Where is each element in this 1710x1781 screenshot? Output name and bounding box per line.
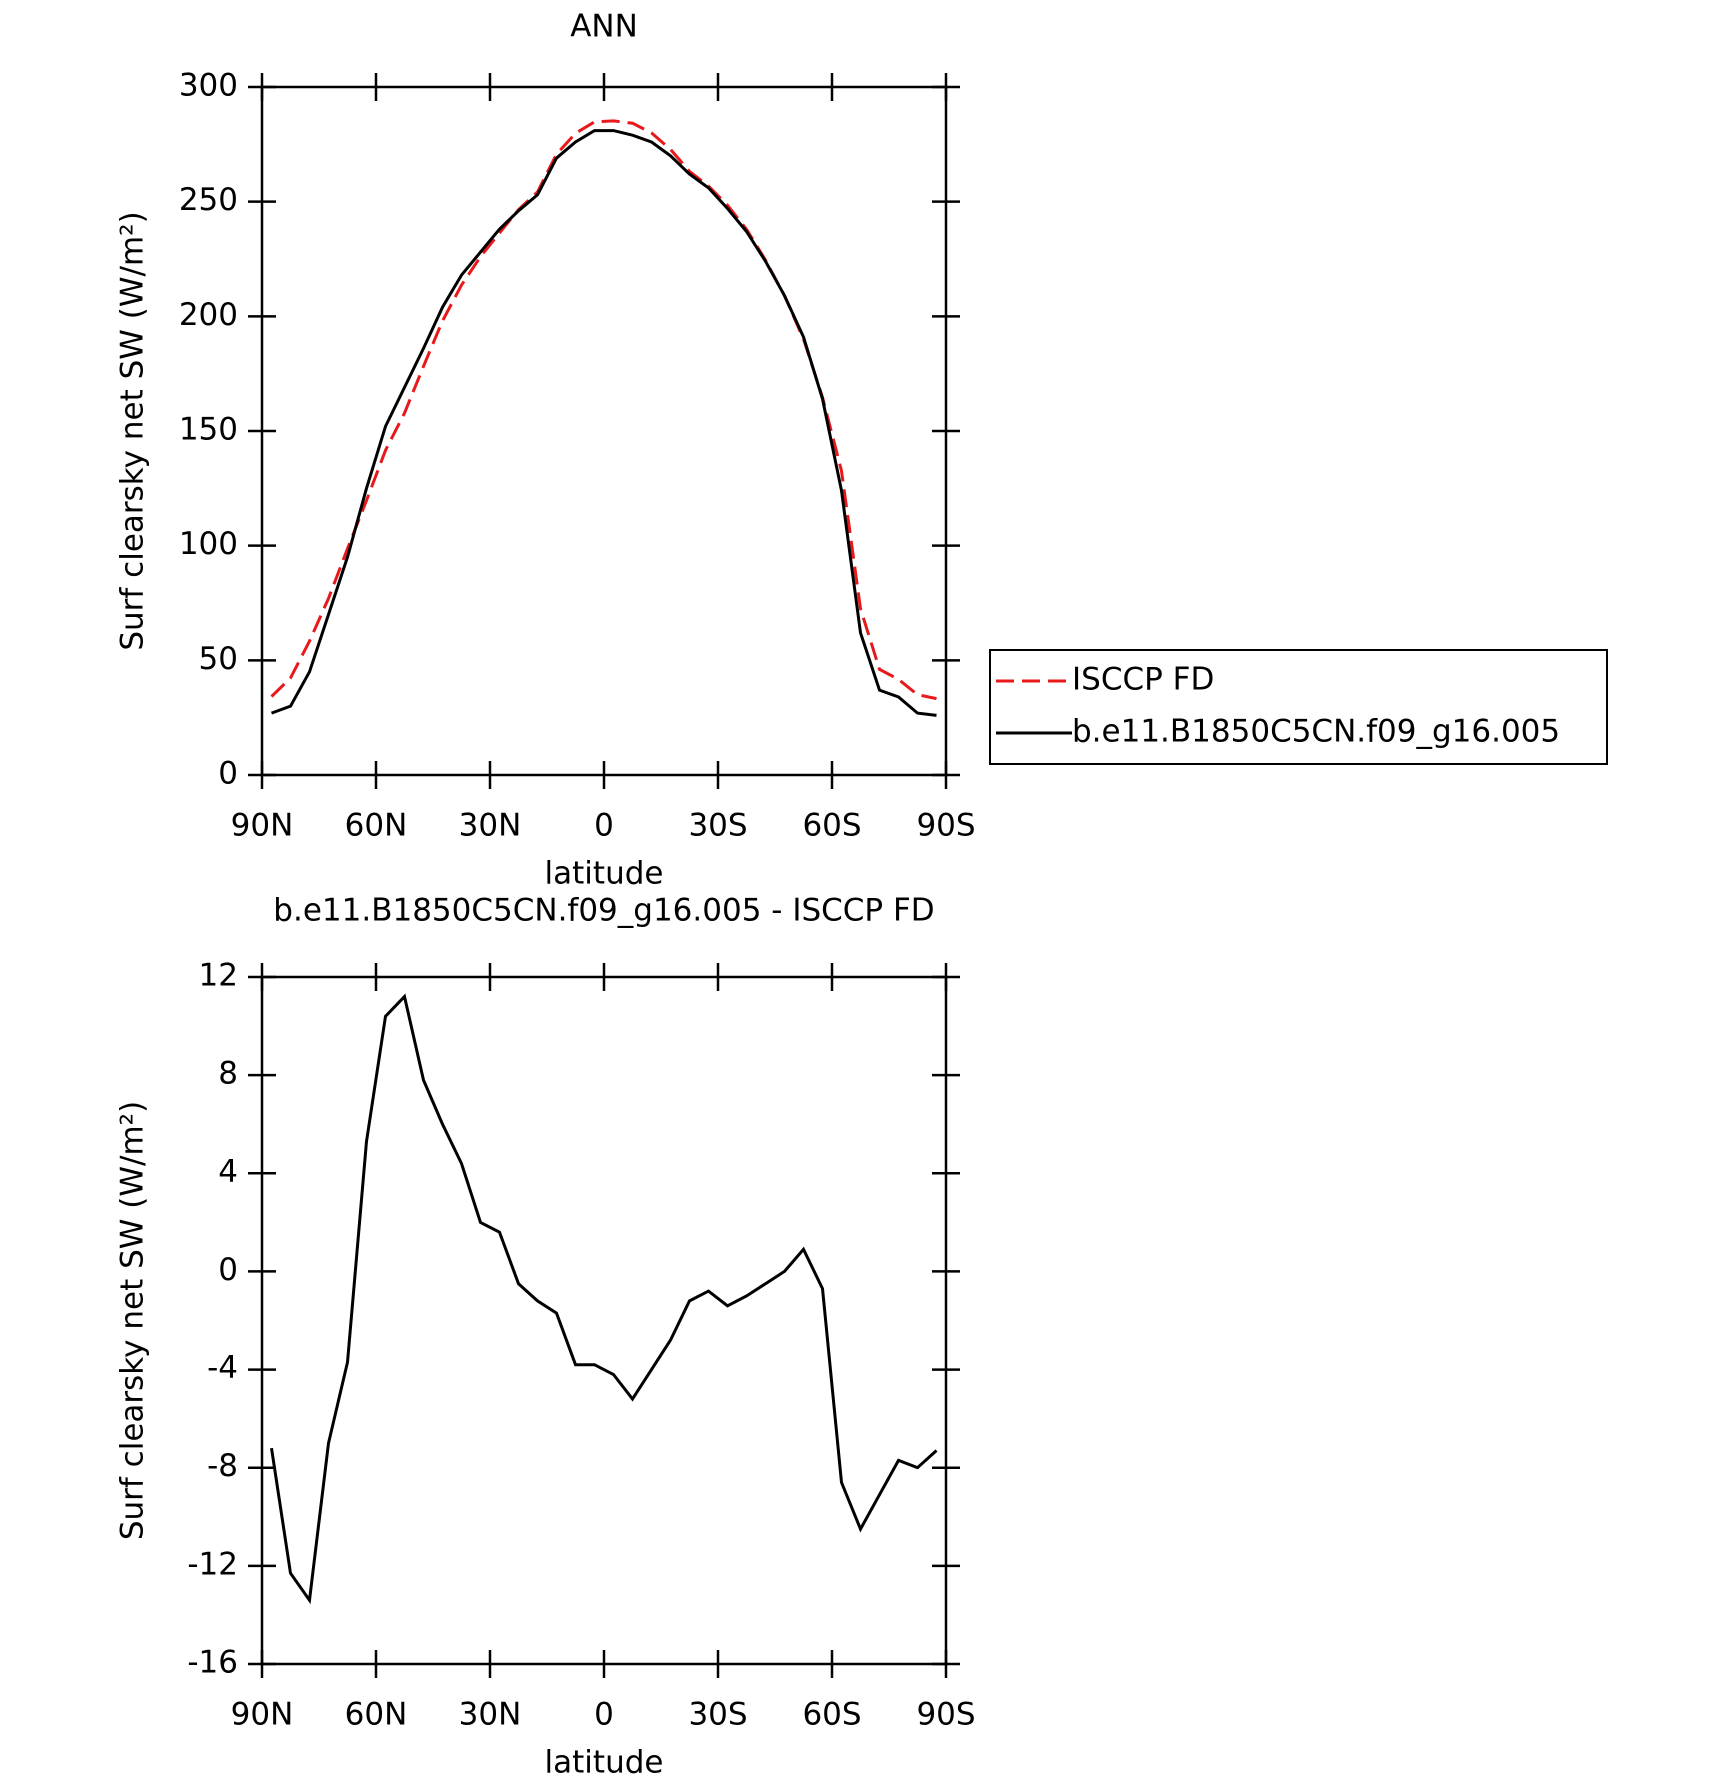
x-tick-label: 30S (688, 808, 747, 844)
x-tick-label: 60S (802, 808, 861, 844)
y-tick-label: -12 (187, 1546, 238, 1582)
data-line (270, 119, 937, 701)
y-tick-label: 150 (179, 412, 238, 448)
x-tick-label: 90S (916, 1697, 975, 1733)
legend-label: b.e11.B1850C5CN.f09_g16.005 (1072, 714, 1560, 750)
y-tick-label: -4 (207, 1350, 238, 1386)
y-tick-label: 12 (199, 958, 238, 994)
x-axis-label: latitude (545, 1745, 664, 1781)
legend-box (989, 649, 1608, 765)
legend-label: ISCCP FD (1072, 662, 1214, 698)
chart-title: b.e11.B1850C5CN.f09_g16.005 - ISCCP FD (273, 893, 934, 929)
plot-frame (260, 975, 948, 1666)
chart-title: ANN (570, 9, 638, 45)
y-tick-label: 200 (179, 297, 238, 333)
y-tick-label: 250 (179, 182, 238, 218)
x-tick-label: 60N (345, 1697, 408, 1733)
y-tick-label: 4 (218, 1154, 238, 1190)
y-axis-label: Surf clearsky net SW (W/m²) (115, 211, 151, 650)
x-tick-label: 30N (459, 1697, 522, 1733)
y-tick-label: 100 (179, 526, 238, 562)
y-tick-label: 50 (199, 641, 238, 677)
y-tick-label: 0 (218, 756, 238, 792)
x-tick-label: 60N (345, 808, 408, 844)
x-tick-label: 60S (802, 1697, 861, 1733)
y-axis-label: Surf clearsky net SW (W/m²) (115, 1101, 151, 1540)
x-tick-label: 0 (594, 1697, 614, 1733)
y-tick-label: 300 (179, 68, 238, 104)
y-tick-label: -16 (187, 1645, 238, 1681)
x-tick-label: 90N (231, 1697, 294, 1733)
y-tick-label: 8 (218, 1056, 238, 1092)
y-tick-label: -8 (207, 1448, 238, 1484)
x-tick-label: 90N (231, 808, 294, 844)
x-axis-label: latitude (545, 856, 664, 892)
y-tick-label: 0 (218, 1252, 238, 1288)
x-tick-label: 90S (916, 808, 975, 844)
x-tick-label: 30N (459, 808, 522, 844)
plot-frame (260, 85, 948, 777)
data-line (270, 129, 937, 717)
data-line (270, 993, 938, 1605)
x-tick-label: 0 (594, 808, 614, 844)
x-tick-label: 30S (688, 1697, 747, 1733)
